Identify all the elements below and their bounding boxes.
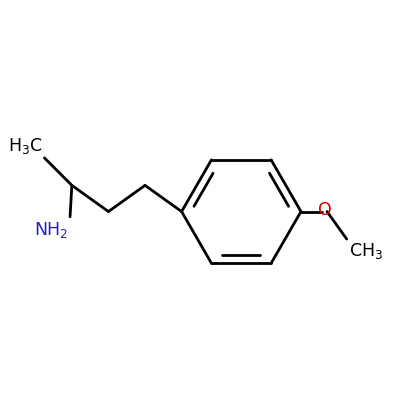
Text: H$_3$C: H$_3$C (8, 136, 42, 156)
Text: O: O (318, 201, 332, 219)
Text: CH$_3$: CH$_3$ (349, 241, 383, 261)
Text: NH$_2$: NH$_2$ (34, 220, 68, 240)
